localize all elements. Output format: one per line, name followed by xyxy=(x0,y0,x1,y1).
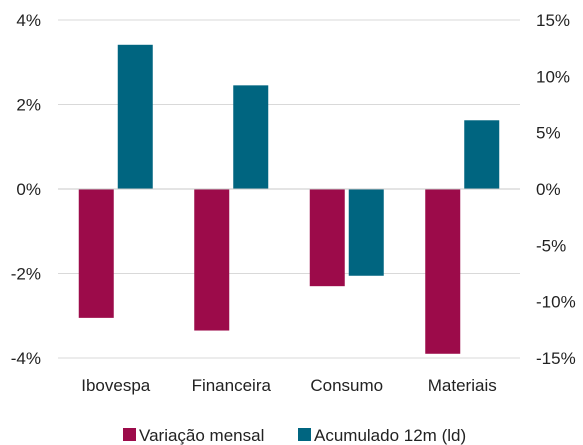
bar-variacao-materiais xyxy=(425,189,461,354)
legend-label-acumulado: Acumulado 12m (ld) xyxy=(314,426,466,445)
category-labels: Ibovespa Financeira Consumo Materiais xyxy=(81,376,496,395)
bar-acumulado-financeira xyxy=(233,85,269,189)
legend-label-variacao: Variação mensal xyxy=(139,426,264,445)
bars xyxy=(78,44,500,354)
right-tick-label: -10% xyxy=(536,293,576,312)
right-tick-label: 10% xyxy=(536,67,570,86)
left-axis-ticks: 4% 2% 0% -2% -4% xyxy=(11,11,41,368)
left-tick-label: 0% xyxy=(16,180,41,199)
bar-variacao-ibovespa xyxy=(78,189,114,318)
category-label: Consumo xyxy=(310,376,383,395)
left-tick-label: 4% xyxy=(16,11,41,30)
category-label: Materiais xyxy=(428,376,497,395)
right-tick-label: -15% xyxy=(536,349,576,368)
left-tick-label: -2% xyxy=(11,265,41,284)
bar-acumulado-consumo xyxy=(348,189,384,276)
right-tick-label: -5% xyxy=(536,236,566,255)
legend-swatch-variacao xyxy=(123,428,136,441)
left-tick-label: -4% xyxy=(11,349,41,368)
legend: Variação mensal Acumulado 12m (ld) xyxy=(123,426,466,445)
right-tick-label: 15% xyxy=(536,11,570,30)
category-label: Financeira xyxy=(192,376,272,395)
right-axis-ticks: 15% 10% 5% 0% -5% -10% -15% xyxy=(536,11,576,368)
bar-acumulado-materiais xyxy=(464,120,500,189)
bar-variacao-consumo xyxy=(309,189,345,287)
category-label: Ibovespa xyxy=(81,376,151,395)
bar-acumulado-ibovespa xyxy=(117,44,153,189)
bar-variacao-financeira xyxy=(194,189,230,331)
legend-swatch-acumulado xyxy=(298,428,311,441)
right-tick-label: 0% xyxy=(536,180,561,199)
right-tick-label: 5% xyxy=(536,124,561,143)
left-tick-label: 2% xyxy=(16,96,41,115)
